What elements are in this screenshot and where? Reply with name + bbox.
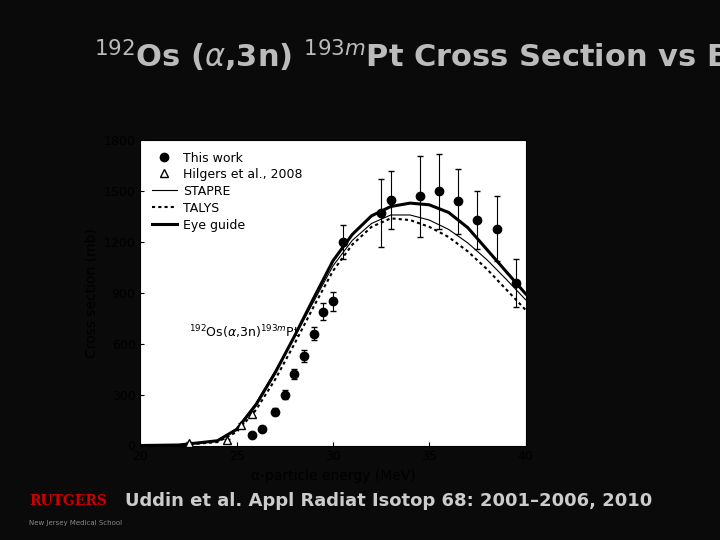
- Text: RUTGERS: RUTGERS: [29, 494, 107, 508]
- X-axis label: α-particle energy (MeV): α-particle energy (MeV): [251, 469, 415, 483]
- Text: $^{192}$Os($\alpha$,3n)$^{193m}$Pt: $^{192}$Os($\alpha$,3n)$^{193m}$Pt: [189, 323, 300, 341]
- Text: $^{192}$Os ($\alpha$,3n) $^{193m}$Pt Cross Section vs E: $^{192}$Os ($\alpha$,3n) $^{193m}$Pt Cro…: [94, 38, 720, 75]
- Y-axis label: Cross section (mb): Cross section (mb): [84, 228, 98, 358]
- Text: New Jersey Medical School: New Jersey Medical School: [29, 521, 122, 526]
- Text: Uddin et al. Appl Radiat Isotop 68: 2001–2006, 2010: Uddin et al. Appl Radiat Isotop 68: 2001…: [125, 492, 652, 510]
- Legend: This work, Hilgers et al., 2008, STAPRE, TALYS, Eye guide: This work, Hilgers et al., 2008, STAPRE,…: [147, 147, 307, 237]
